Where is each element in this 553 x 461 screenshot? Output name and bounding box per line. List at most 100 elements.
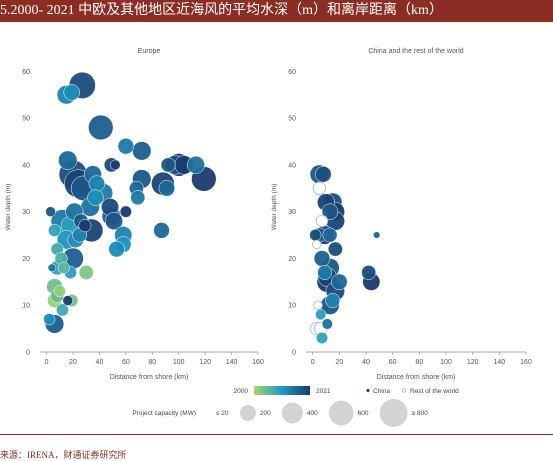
x-tick-label: 120 <box>199 359 211 366</box>
data-point <box>322 227 338 243</box>
data-point <box>317 265 333 280</box>
footer-rule <box>0 434 553 435</box>
x-tick-label: 0 <box>311 359 315 366</box>
data-point <box>331 273 348 291</box>
x-tick-label: 20 <box>69 359 77 366</box>
x-tick-label: 60 <box>122 359 130 366</box>
x-tick-label: 20 <box>335 359 343 366</box>
data-point <box>108 240 125 258</box>
data-point <box>327 241 343 257</box>
y-tick-label: 40 <box>288 162 296 169</box>
data-point <box>186 155 205 174</box>
legend-capacity-text: 600 <box>358 410 369 417</box>
x-tick-label: 140 <box>226 359 238 366</box>
x-tick-label: 140 <box>493 359 505 366</box>
data-point <box>321 318 333 330</box>
x-axis-label: Distance from shore (km) <box>110 374 189 381</box>
panel-title: China and the rest of the world <box>368 48 463 55</box>
data-point <box>315 331 329 345</box>
y-tick-label: 40 <box>22 162 30 169</box>
x-tick-label: 40 <box>362 359 370 366</box>
y-tick-label: 0 <box>26 350 30 357</box>
panel-title: Europe <box>138 48 161 55</box>
x-axis-label: Distance from shore (km) <box>377 374 456 381</box>
data-point <box>117 137 135 155</box>
x-tick-label: 0 <box>45 359 49 366</box>
chart-title-bar: 5.2000- 2021 中欧及其他地区近海风的平均水深（m）和离岸距离（km） <box>0 0 553 22</box>
data-point <box>373 231 381 239</box>
data-point <box>309 229 322 242</box>
data-point <box>58 150 78 170</box>
data-point <box>105 212 123 230</box>
legend-year-end: 2021 <box>316 388 331 395</box>
data-point <box>48 223 62 237</box>
legend-china-marker <box>366 388 370 393</box>
data-point <box>315 309 327 321</box>
y-tick-label: 10 <box>288 303 296 310</box>
data-point <box>321 203 339 220</box>
x-tick-label: 120 <box>467 359 479 366</box>
data-point <box>312 181 326 195</box>
x-tick-label: 80 <box>148 359 156 366</box>
x-tick-label: 100 <box>440 359 452 366</box>
y-tick-label: 60 <box>288 69 296 76</box>
data-point <box>160 157 176 173</box>
y-axis-label: Water depth (m) <box>5 184 12 231</box>
data-point <box>110 159 121 171</box>
data-point <box>361 265 377 280</box>
legend-capacity-bubble <box>239 405 256 421</box>
x-tick-label: 160 <box>520 359 532 366</box>
data-point <box>45 206 56 217</box>
y-tick-label: 50 <box>288 116 296 123</box>
data-point <box>313 250 331 267</box>
data-point <box>88 114 114 141</box>
legend-year-start: 2000 <box>234 388 249 395</box>
data-point <box>43 313 56 326</box>
legend-capacity-text: ≥ 800 <box>412 410 429 417</box>
data-point <box>130 190 146 206</box>
legend-rest-marker <box>401 388 407 393</box>
data-point <box>88 175 106 192</box>
chart-area: Europe 0 10 20 30 40 50 60 0 20 40 60 80 100 120 140 160… <box>0 22 553 432</box>
legend-rest-label: Rest of the world <box>410 388 459 395</box>
chart-panel-1: Europe 0 10 20 30 40 50 60 0 20 40 60 80 100 120 140 160… <box>5 48 264 381</box>
legend-capacity-bubble <box>328 400 354 426</box>
chart-panel-2: China and the rest of the world 0 10 20 30 40… <box>271 48 532 381</box>
y-tick-label: 20 <box>22 256 30 263</box>
x-tick-label: 60 <box>389 359 397 366</box>
legend-capacity-bubble <box>379 399 408 427</box>
data-point <box>55 303 69 317</box>
y-tick-label: 10 <box>22 303 30 310</box>
data-point <box>57 261 70 274</box>
y-axis-label: Water depth (m) <box>271 184 278 231</box>
legend-capacity-bubble <box>281 402 303 424</box>
y-tick-label: 60 <box>22 69 30 76</box>
x-tick-label: 40 <box>96 359 104 366</box>
y-tick-label: 30 <box>22 209 30 216</box>
data-point <box>47 263 57 272</box>
legend-china-label: China <box>373 388 390 395</box>
data-point <box>132 141 152 161</box>
data-point <box>325 293 341 308</box>
data-point <box>315 166 332 183</box>
data-point <box>311 239 322 250</box>
x-tick-label: 80 <box>415 359 423 366</box>
legend-capacity-text: 400 <box>307 410 318 417</box>
data-point <box>119 205 132 218</box>
data-point <box>315 214 329 228</box>
data-point <box>158 180 176 197</box>
source-note: 来源：IRENA，财通证券研究所 <box>0 450 127 460</box>
y-tick-label: 20 <box>288 256 296 263</box>
data-point <box>78 265 94 280</box>
legend-capacity-label: Project capacity (MW) <box>132 410 196 417</box>
data-point <box>53 285 66 298</box>
data-point <box>63 84 80 101</box>
data-point <box>78 219 92 233</box>
y-tick-label: 50 <box>22 116 30 123</box>
x-tick-label: 160 <box>252 359 264 366</box>
legend-capacity-text: ≤ 20 <box>216 410 229 417</box>
y-tick-label: 30 <box>288 209 296 216</box>
data-point <box>153 222 170 239</box>
data-point <box>87 189 104 206</box>
